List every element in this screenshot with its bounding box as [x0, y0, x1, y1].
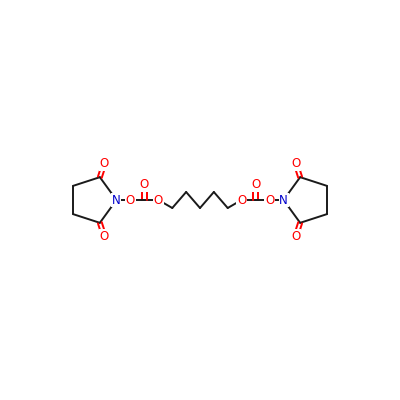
Text: O: O — [265, 194, 274, 206]
Text: O: O — [237, 194, 246, 206]
Text: O: O — [140, 178, 149, 192]
Text: O: O — [291, 230, 300, 243]
Text: O: O — [291, 157, 300, 170]
Text: O: O — [100, 230, 109, 243]
Text: O: O — [154, 194, 163, 206]
Text: O: O — [100, 157, 109, 170]
Text: N: N — [112, 194, 121, 206]
Text: O: O — [251, 178, 260, 192]
Text: N: N — [279, 194, 288, 206]
Text: O: O — [126, 194, 135, 206]
